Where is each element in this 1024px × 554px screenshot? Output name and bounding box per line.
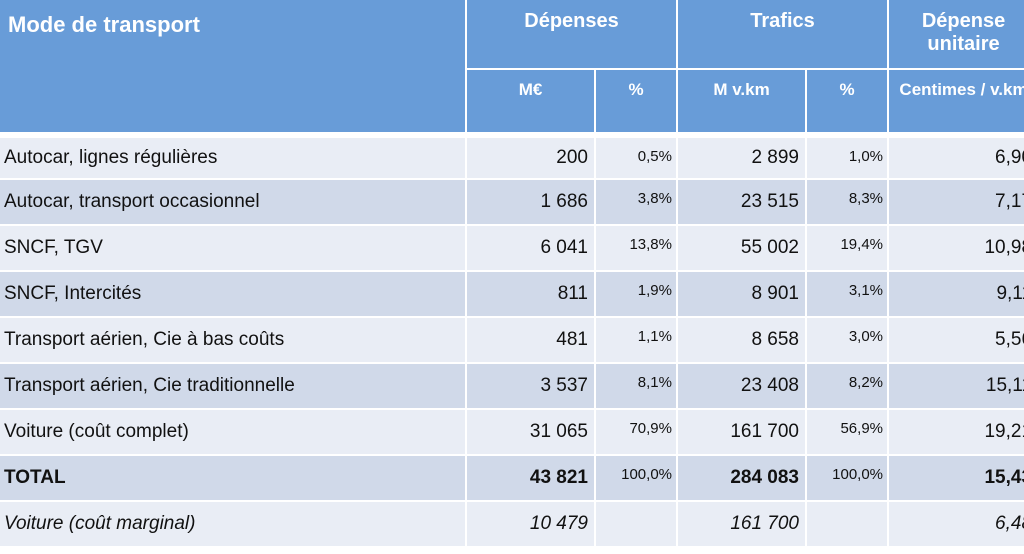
cell-pct-depenses: 100,0% [596, 456, 676, 500]
cell-pct-depenses: 1,1% [596, 318, 676, 362]
table-row: Voiture (coût complet) 31 065 70,9% 161 700… [0, 410, 1024, 454]
cell-mvkm: 284 083 [678, 456, 805, 500]
cell-pct-trafics: 56,9% [807, 410, 888, 454]
cell-pct-depenses: 13,8% [596, 226, 676, 270]
cell-pct-depenses [596, 502, 676, 546]
cell-pct-trafics: 1,0% [807, 134, 888, 178]
subheader-centimes: Centimes / v.km [889, 70, 1024, 132]
table-row: Transport aérien, Cie traditionnelle 3 53… [0, 364, 1024, 408]
cell-mvkm: 8 658 [678, 318, 805, 362]
cell-mode: SNCF, TGV [0, 226, 465, 270]
cell-meur: 481 [467, 318, 594, 362]
cell-mode: Autocar, lignes régulières [0, 134, 465, 178]
header-depense-unitaire: Dépense unitaire [889, 0, 1024, 68]
table-row: Autocar, transport occasionnel 1 686 3,8% 2… [0, 180, 1024, 224]
cell-mvkm: 161 700 [678, 502, 805, 546]
cell-mvkm: 8 901 [678, 272, 805, 316]
cell-unit-cost: 5,56 [889, 318, 1024, 362]
cell-mode: Transport aérien, Cie traditionnelle [0, 364, 465, 408]
cell-mvkm: 2 899 [678, 134, 805, 178]
cell-pct-depenses: 70,9% [596, 410, 676, 454]
cell-mvkm: 23 408 [678, 364, 805, 408]
table-body: Autocar, lignes régulières 200 0,5% 2 899 1,… [0, 134, 1024, 546]
cell-meur: 43 821 [467, 456, 594, 500]
cell-mvkm: 55 002 [678, 226, 805, 270]
subheader-pct-depenses: % [596, 70, 676, 132]
cell-meur: 200 [467, 134, 594, 178]
cell-mode: Voiture (coût marginal) [0, 502, 465, 546]
cell-pct-trafics: 19,4% [807, 226, 888, 270]
subheader-pct-trafics: % [807, 70, 888, 132]
cell-unit-cost: 15,43 [889, 456, 1024, 500]
cell-pct-depenses: 0,5% [596, 134, 676, 178]
header-mode: Mode de transport [0, 0, 465, 132]
cell-pct-trafics [807, 502, 888, 546]
header-depenses: Dépenses [467, 0, 676, 68]
table-row: Voiture (coût marginal)10 479 161 700 6,48 [0, 502, 1024, 546]
cell-meur: 811 [467, 272, 594, 316]
cell-mode: TOTAL [0, 456, 465, 500]
table-row: Autocar, lignes régulières 200 0,5% 2 899 1,… [0, 134, 1024, 178]
table-row: Transport aérien, Cie à bas coûts 481 1,1%… [0, 318, 1024, 362]
cell-meur: 31 065 [467, 410, 594, 454]
cell-unit-cost: 6,48 [889, 502, 1024, 546]
subheader-meur: M€ [467, 70, 594, 132]
cell-pct-depenses: 1,9% [596, 272, 676, 316]
cell-unit-cost: 6,90 [889, 134, 1024, 178]
cell-mode: Transport aérien, Cie à bas coûts [0, 318, 465, 362]
cell-meur: 6 041 [467, 226, 594, 270]
cell-pct-depenses: 8,1% [596, 364, 676, 408]
cell-mode: Voiture (coût complet) [0, 410, 465, 454]
cell-meur: 1 686 [467, 180, 594, 224]
cell-pct-trafics: 8,2% [807, 364, 888, 408]
cell-unit-cost: 15,11 [889, 364, 1024, 408]
cell-mvkm: 23 515 [678, 180, 805, 224]
cell-pct-trafics: 3,1% [807, 272, 888, 316]
cell-mvkm: 161 700 [678, 410, 805, 454]
cell-unit-cost: 7,17 [889, 180, 1024, 224]
cell-meur: 3 537 [467, 364, 594, 408]
cell-unit-cost: 10,98 [889, 226, 1024, 270]
cell-mode: SNCF, Intercités [0, 272, 465, 316]
cell-pct-trafics: 8,3% [807, 180, 888, 224]
cell-pct-trafics: 3,0% [807, 318, 888, 362]
cell-mode: Autocar, transport occasionnel [0, 180, 465, 224]
cell-pct-depenses: 3,8% [596, 180, 676, 224]
cell-unit-cost: 19,21 [889, 410, 1024, 454]
cell-meur: 10 479 [467, 502, 594, 546]
cell-pct-trafics: 100,0% [807, 456, 888, 500]
header-trafics: Trafics [678, 0, 888, 68]
cell-unit-cost: 9,11 [889, 272, 1024, 316]
subheader-mvkm: M v.km [678, 70, 805, 132]
